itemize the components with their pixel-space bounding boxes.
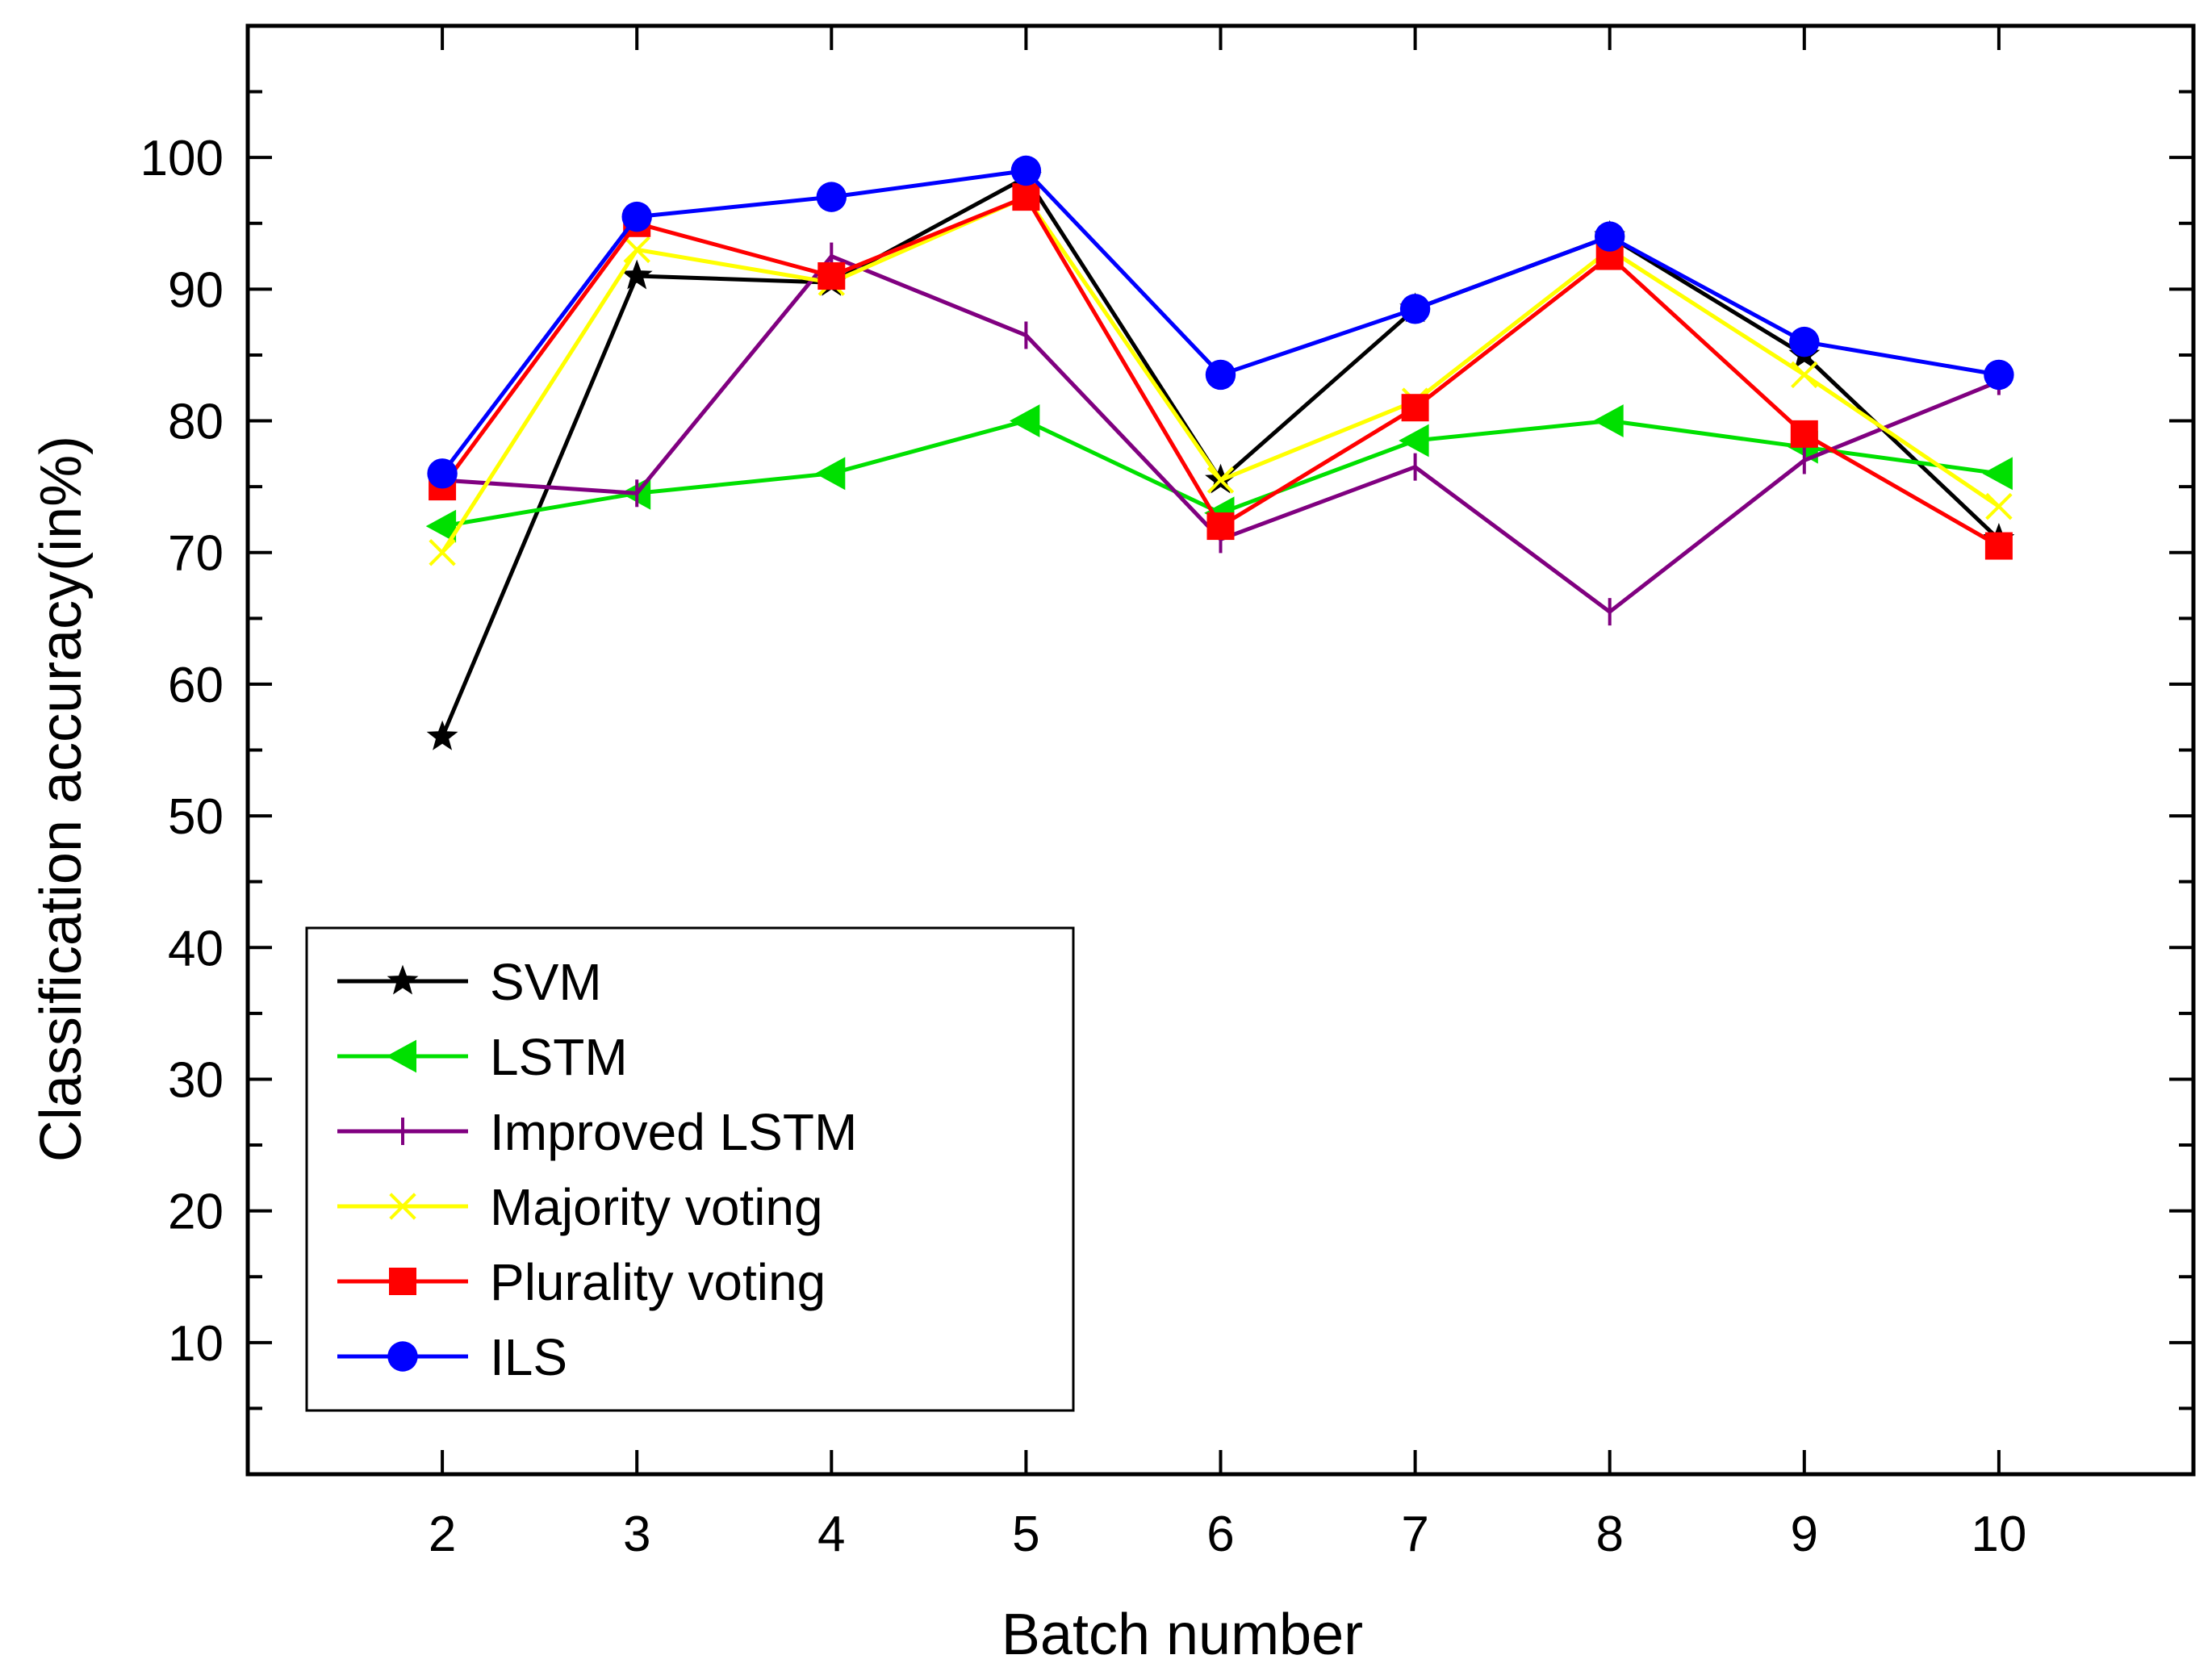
x-tick-label: 9 [1791,1507,1818,1562]
legend-marker-lstm [386,1039,416,1073]
x-tick-label: 8 [1595,1507,1623,1562]
legend-label: Plurality voting [490,1253,826,1311]
point-svm [621,259,653,290]
axis-tick-labels: 10 20 30 40 50 60 70 80 90 100 2 3 4 5 6 7 8 9 10 [140,131,2027,1562]
point-majority-voting [623,236,650,264]
y-tick-label: 30 [168,1052,224,1108]
y-tick-label: 50 [168,789,224,845]
y-tick-label: 100 [140,131,224,186]
point-ils [1984,359,2014,391]
legend-box [305,926,1075,1412]
point-svm [426,720,458,750]
point-plurality-voting [1401,394,1429,422]
legend-item-svm: SVM [337,953,602,1011]
point-lstm [1593,404,1624,437]
y-axis-title: Classification accuracy(in%) [29,436,94,1162]
point-majority-voting [1791,361,1818,389]
x-tick-label: 3 [623,1507,650,1562]
legend-item-majority-voting: Majority voting [337,1178,823,1236]
y-tick-label: 80 [168,395,224,450]
point-ils [1595,221,1625,252]
y-tick-label: 90 [168,262,224,318]
y-tick-label: 70 [168,526,224,582]
y-tick-label: 20 [168,1185,224,1240]
legend-marker-plurality-voting [389,1268,416,1295]
point-plurality-voting [817,262,846,290]
point-majority-voting [1206,466,1235,494]
x-tick-label: 7 [1401,1507,1428,1562]
legend-marker-ils [387,1341,418,1372]
point-ils [1010,155,1042,186]
y-tick-label: 10 [168,1316,224,1372]
point-ils [1399,294,1431,324]
point-ils [427,458,458,489]
x-axis-title: Batch number [1001,1603,1363,1667]
point-lstm [1982,457,2013,491]
legend-label: Improved LSTM [490,1103,857,1161]
legend: SVM LSTM Improved LSTM Majority voting Plura… [305,926,1075,1412]
plot-frame [245,23,2196,1477]
legend-label: LSTM [490,1028,628,1086]
legend-item-plurality-voting: Plurality voting [337,1253,826,1311]
point-lstm [1399,424,1429,458]
point-ils [621,201,652,232]
point-ils [1789,326,1820,357]
point-plurality-voting [1012,183,1040,211]
legend-item-ils: ILS [337,1328,567,1386]
y-tick-label: 60 [168,658,224,713]
point-majority-voting [429,539,456,566]
point-ils [816,182,847,212]
legend-marker-majority-voting [389,1193,416,1220]
legend-label: SVM [490,953,602,1011]
x-tick-label: 6 [1206,1507,1234,1562]
x-tick-label: 10 [1971,1507,2026,1562]
point-plurality-voting [1790,420,1818,448]
legend-label: ILS [490,1328,567,1386]
series-layer [425,155,2015,750]
x-tick-label: 5 [1012,1507,1039,1562]
point-lstm [1010,404,1040,437]
point-lstm [814,457,846,491]
point-ils [1205,359,1236,391]
point-plurality-voting [1984,532,2013,560]
point-majority-voting [1985,492,2013,520]
point-lstm [425,509,457,543]
legend-marker-svm [387,964,419,995]
series-ils [427,155,2014,489]
legend-item-improved-lstm: Improved LSTM [337,1103,857,1161]
point-plurality-voting [1206,512,1235,541]
x-tick-label: 2 [429,1507,456,1562]
x-tick-label: 4 [817,1507,845,1562]
y-tick-label: 40 [168,921,224,976]
legend-label: Majority voting [490,1178,823,1236]
legend-item-lstm: LSTM [337,1028,628,1086]
